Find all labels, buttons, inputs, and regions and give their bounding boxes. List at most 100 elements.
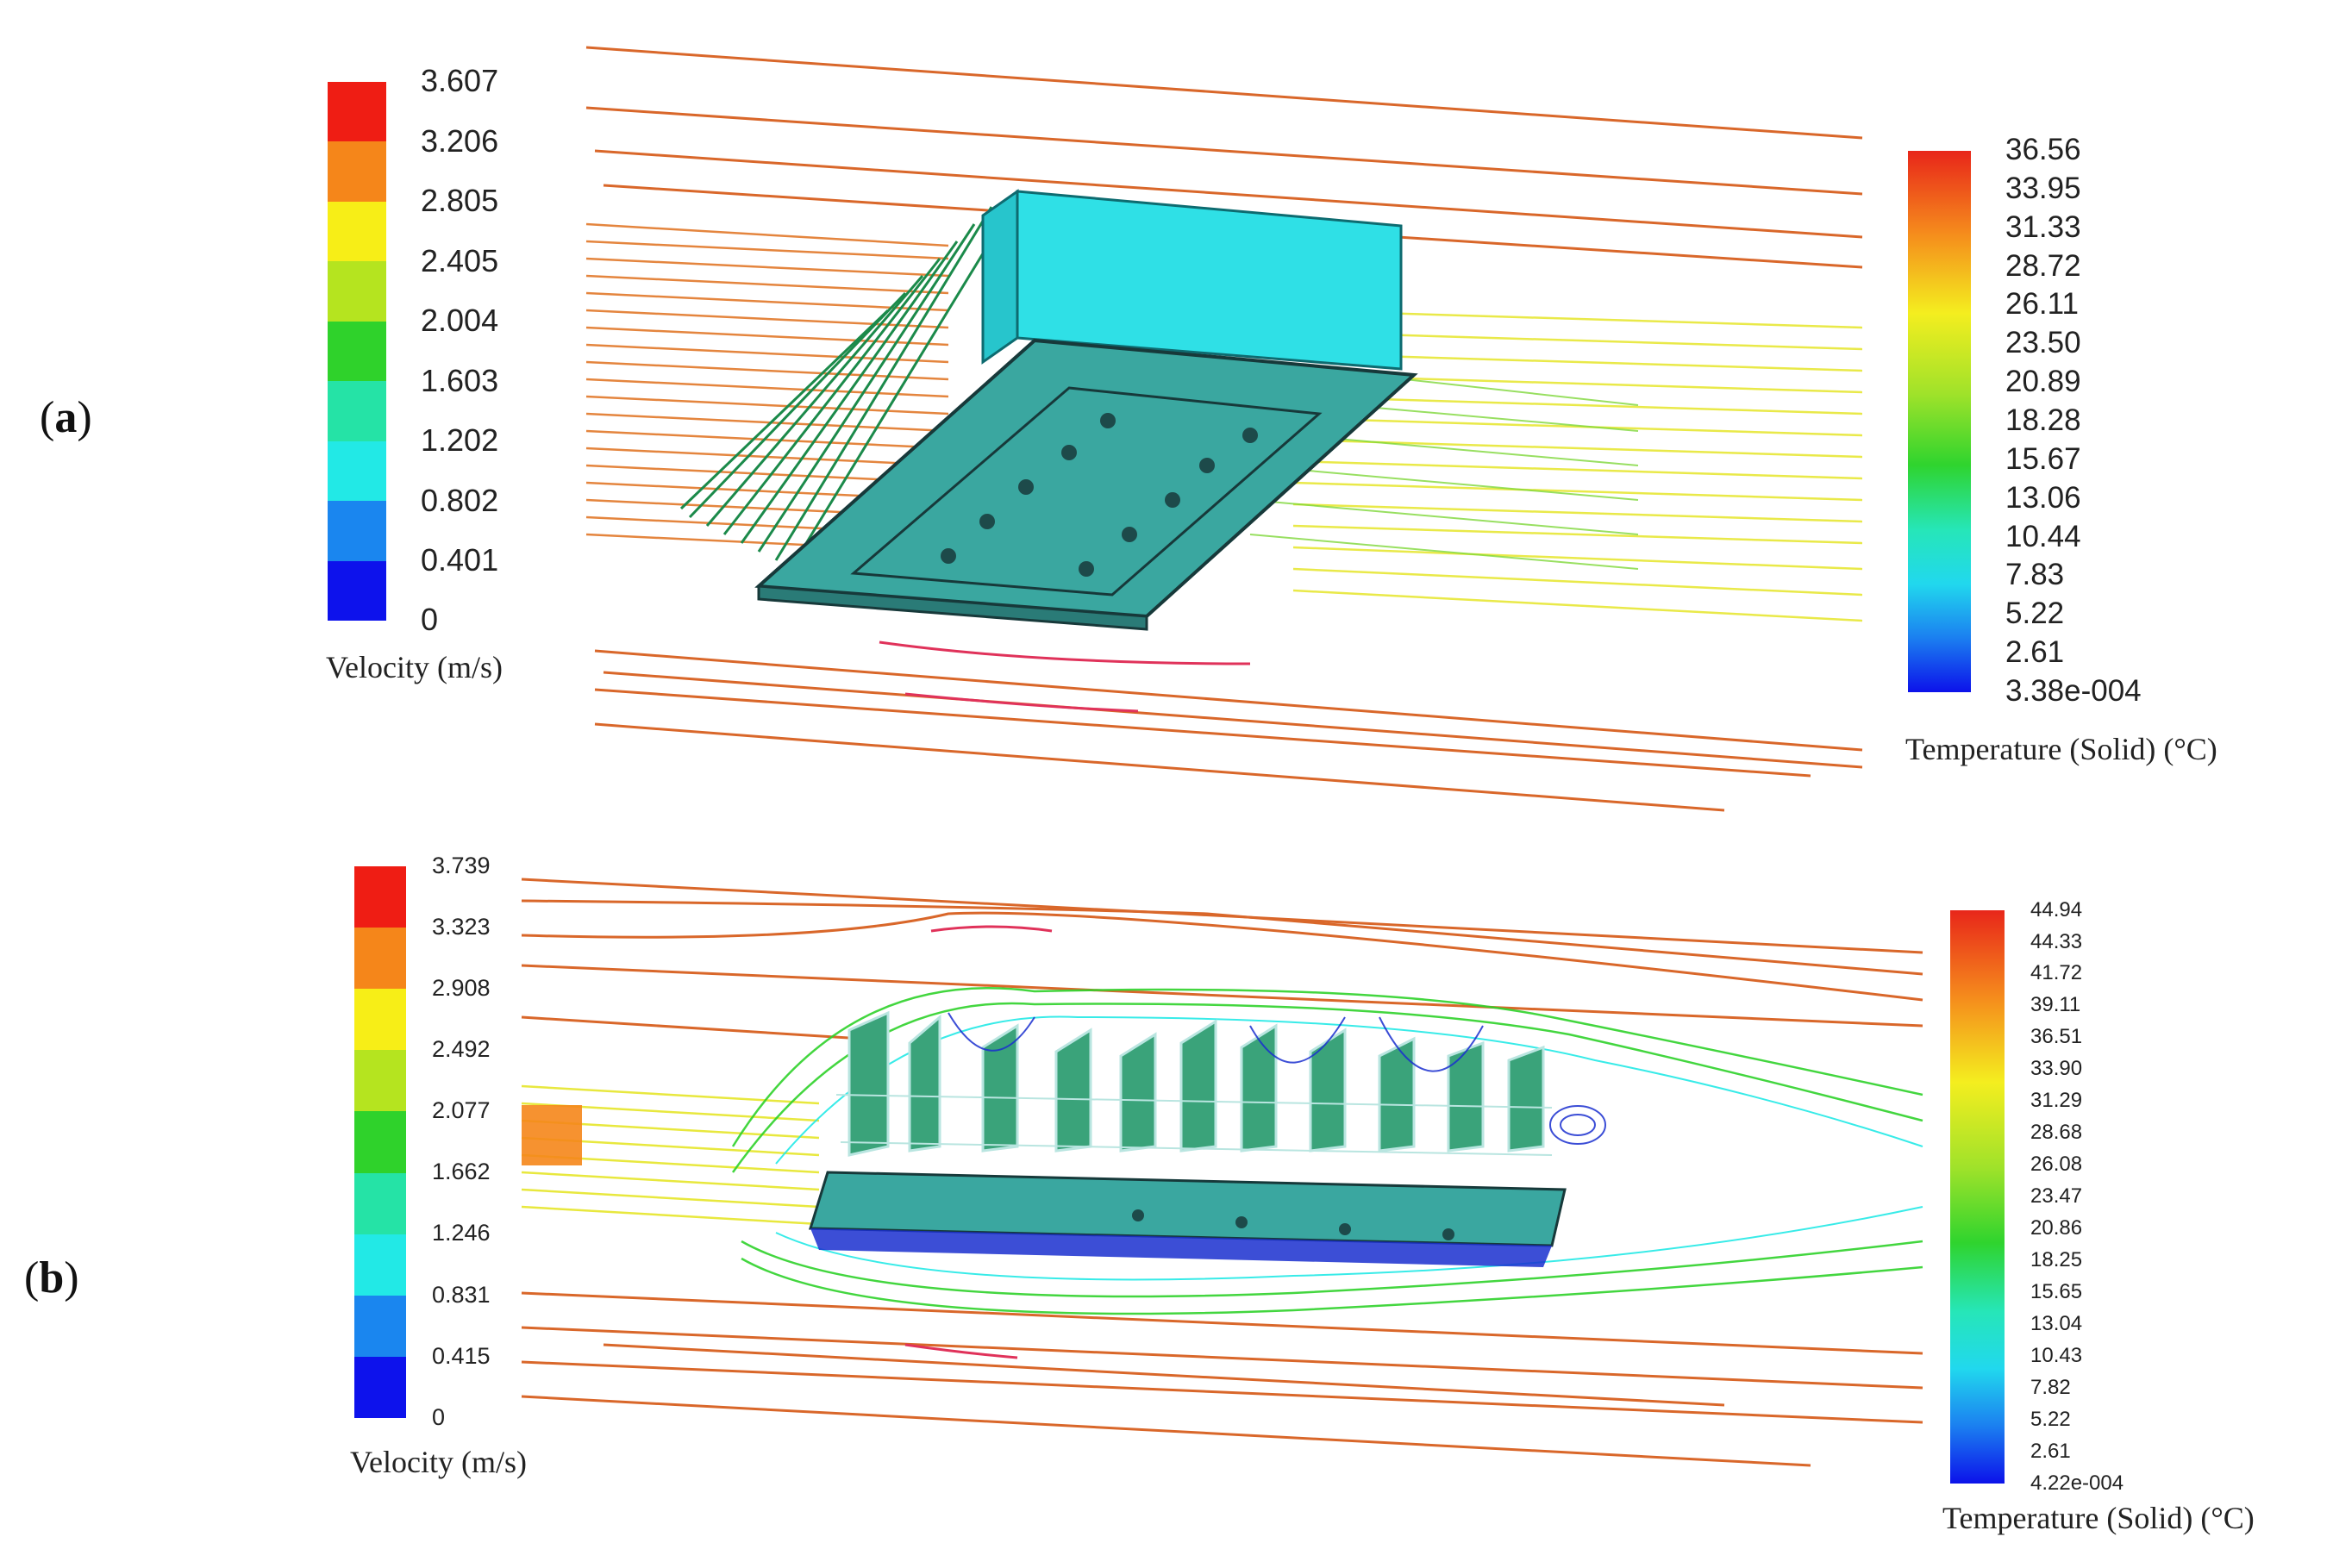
temperature-tick-label: 33.90 <box>2030 1057 2083 1081</box>
temperature-tick-label: 10.44 <box>2005 519 2081 553</box>
temperature-tick-label: 2.61 <box>2030 1439 2071 1463</box>
panel-b-temperature-title: Temperature (Solid) (°C) <box>1942 1501 2255 1535</box>
velocity-tick-label: 1.662 <box>432 1159 491 1185</box>
velocity-tick-label: 0.831 <box>432 1281 491 1308</box>
temperature-tick-label: 33.95 <box>2005 171 2081 205</box>
velocity-tick-label: 3.739 <box>432 852 491 878</box>
velocity-color-band <box>354 1172 406 1235</box>
panel-b-base-underside <box>810 1228 1552 1267</box>
temperature-tick-label: 36.56 <box>2005 133 2081 166</box>
temperature-tick-label: 36.51 <box>2030 1025 2083 1049</box>
velocity-color-band <box>354 1234 406 1296</box>
panel-a-fin-array <box>679 206 1010 565</box>
velocity-tick-label: 0 <box>432 1403 446 1430</box>
temperature-tick-label: 15.65 <box>2030 1279 2083 1303</box>
panel-b-velocity-title: Velocity (m/s) <box>350 1445 527 1479</box>
panel-a-heat-sink-side <box>981 189 1019 365</box>
velocity-tick-label: 2.908 <box>432 975 491 1002</box>
velocity-color-band <box>354 1295 406 1358</box>
velocity-color-band <box>328 141 386 203</box>
temperature-tick-label: 41.72 <box>2030 961 2083 985</box>
panel-b-label: (b) <box>24 1253 79 1303</box>
velocity-tick-label: 2.492 <box>432 1036 491 1063</box>
temperature-tick-label: 39.11 <box>2030 993 2081 1017</box>
velocity-color-band <box>328 82 386 142</box>
velocity-tick-label: 0.802 <box>421 482 499 518</box>
temperature-tick-label: 10.43 <box>2030 1343 2083 1367</box>
velocity-color-band <box>354 866 406 928</box>
velocity-tick-label: 3.323 <box>432 913 491 940</box>
velocity-color-band <box>354 928 406 990</box>
panel-a-velocity-title: Velocity (m/s) <box>326 650 503 684</box>
panel-b-fin-array <box>848 1010 1545 1157</box>
velocity-color-band <box>328 261 386 322</box>
temperature-tick-label: 31.29 <box>2030 1089 2083 1113</box>
temperature-tick-label: 4.22e-004 <box>2030 1471 2124 1495</box>
panel-b-vortex-streamlines <box>948 1012 1606 1145</box>
velocity-tick-label: 0 <box>421 602 439 638</box>
temperature-tick-label: 18.28 <box>2005 403 2081 437</box>
temperature-tick-label: 13.04 <box>2030 1311 2083 1335</box>
panel-a-red-streak <box>879 640 1251 665</box>
temperature-tick-label: 26.11 <box>2005 287 2079 322</box>
velocity-tick-label: 2.405 <box>421 242 499 278</box>
temperature-tick-label: 26.08 <box>2030 1153 2083 1177</box>
panel-a-label: (a) <box>40 392 92 443</box>
temperature-tick-label: 20.86 <box>2030 1216 2083 1240</box>
panel-b-bolts <box>1132 1209 1454 1240</box>
panel-b-label-letter: b <box>39 1253 65 1303</box>
temperature-tick-label: 3.38e-004 <box>2005 674 2142 708</box>
panel-b-farfield-streamlines <box>521 878 1923 1467</box>
panel-a-bolts <box>941 413 1258 577</box>
panel-b-label-close: ) <box>64 1253 79 1303</box>
velocity-color-band <box>328 501 386 562</box>
velocity-color-band <box>328 440 386 502</box>
velocity-tick-label: 1.603 <box>421 362 499 398</box>
panel-b-label-open: ( <box>24 1253 40 1303</box>
panel-b-inlet-orange <box>522 1105 582 1165</box>
temperature-tick-label: 5.22 <box>2005 597 2065 631</box>
velocity-tick-label: 0.415 <box>432 1342 491 1369</box>
temperature-tick-label: 7.82 <box>2030 1375 2071 1399</box>
panel-a-label-letter: a <box>54 393 78 442</box>
panel-a-red-streak-2 <box>904 692 1139 713</box>
velocity-color-band <box>328 381 386 442</box>
velocity-color-band <box>328 321 386 382</box>
velocity-tick-label: 1.246 <box>432 1220 491 1246</box>
panel-b-fin-grid <box>835 1094 1553 1156</box>
temperature-tick-label: 23.50 <box>2005 326 2081 360</box>
temperature-tick-label: 2.61 <box>2005 635 2065 670</box>
panel-a-cover-plate <box>850 386 1323 597</box>
temperature-tick-label: 15.67 <box>2005 441 2081 476</box>
velocity-color-band <box>328 560 386 622</box>
velocity-color-band <box>354 1111 406 1174</box>
panel-a-base-plate-edge <box>757 584 1148 631</box>
velocity-color-band <box>328 201 386 262</box>
velocity-tick-label: 3.206 <box>421 122 499 159</box>
panel-a-label-close: ) <box>77 393 92 442</box>
panel-b-red-streak-2 <box>904 1343 1018 1359</box>
temperature-tick-label: 13.06 <box>2005 480 2081 515</box>
panel-b-red-streak <box>930 925 1053 933</box>
temperature-tick-label: 44.94 <box>2030 897 2083 921</box>
panel-a-flow-visualization <box>585 46 1863 812</box>
velocity-tick-label: 2.805 <box>421 183 499 219</box>
temperature-color-bar <box>1950 910 2005 1484</box>
temperature-color-bar <box>1908 151 1971 692</box>
velocity-tick-label: 3.607 <box>421 63 499 99</box>
temperature-tick-label: 28.72 <box>2005 248 2081 283</box>
velocity-color-band <box>354 1356 406 1419</box>
temperature-tick-label: 31.33 <box>2005 209 2081 244</box>
velocity-color-band <box>354 1050 406 1112</box>
velocity-color-band <box>354 989 406 1051</box>
temperature-tick-label: 28.68 <box>2030 1121 2083 1145</box>
temperature-tick-label: 18.25 <box>2030 1247 2083 1271</box>
velocity-tick-label: 1.202 <box>421 422 499 459</box>
temperature-tick-label: 5.22 <box>2030 1407 2071 1431</box>
velocity-tick-label: 2.004 <box>421 303 499 339</box>
velocity-tick-label: 2.077 <box>432 1097 491 1124</box>
temperature-tick-label: 7.83 <box>2005 558 2065 592</box>
temperature-tick-label: 20.89 <box>2005 365 2081 399</box>
temperature-tick-label: 23.47 <box>2030 1184 2083 1209</box>
